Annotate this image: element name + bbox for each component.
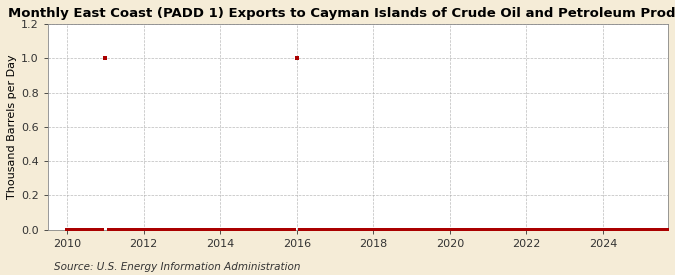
- Y-axis label: Thousand Barrels per Day: Thousand Barrels per Day: [7, 54, 17, 199]
- Text: Source: U.S. Energy Information Administration: Source: U.S. Energy Information Administ…: [54, 262, 300, 272]
- Title: Monthly East Coast (PADD 1) Exports to Cayman Islands of Crude Oil and Petroleum: Monthly East Coast (PADD 1) Exports to C…: [9, 7, 675, 20]
